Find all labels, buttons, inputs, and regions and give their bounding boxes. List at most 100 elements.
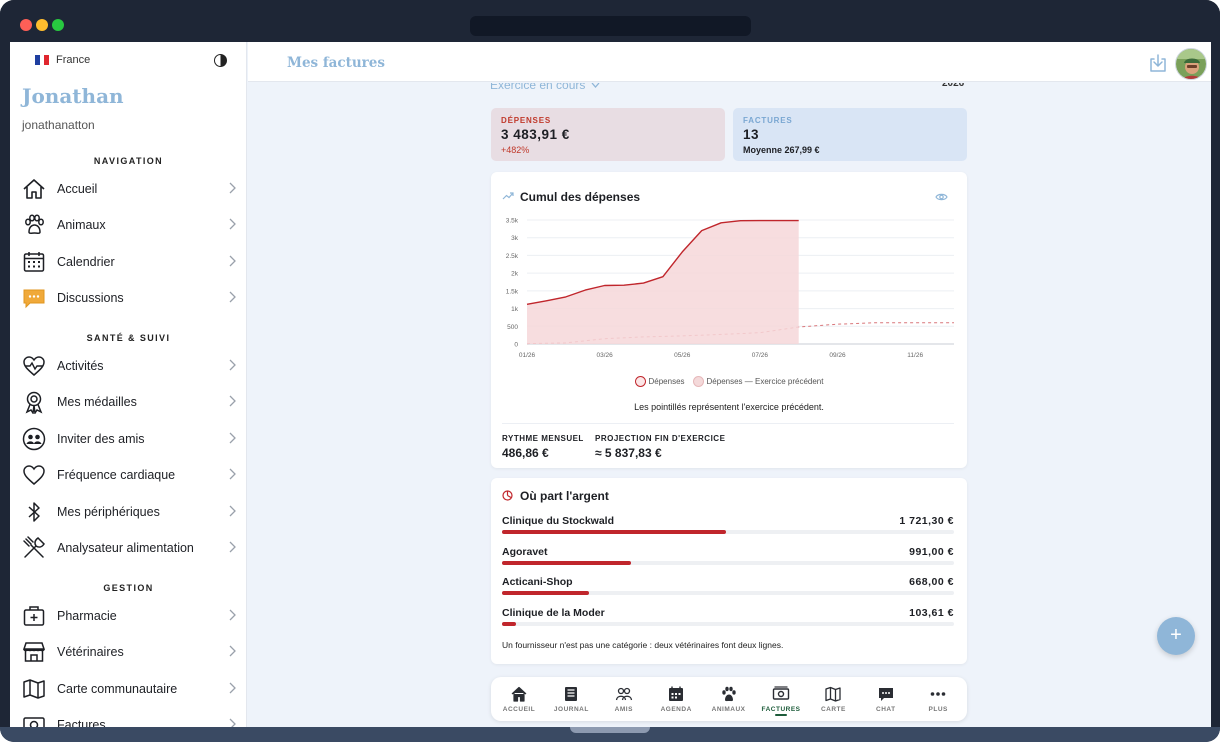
vendor-row[interactable]: Clinique de la Moder 103,61 € <box>502 607 954 633</box>
sidebar-item-factures[interactable]: Factures <box>10 707 246 727</box>
add-button[interactable]: + <box>1157 617 1195 655</box>
section-title-gestion: GESTION <box>103 583 154 593</box>
sidebar-item-carte[interactable]: Carte communautaire <box>10 671 246 707</box>
sidebar-item-label: Activités <box>57 359 104 373</box>
sidebar-item-discussions[interactable]: Discussions <box>10 280 246 316</box>
vendor-row[interactable]: Acticani-Shop 668,00 € <box>502 576 954 602</box>
eye-icon[interactable] <box>935 192 948 202</box>
tab-factures[interactable]: FACTURES <box>755 677 807 721</box>
spending-breakdown-card: Où part l'argent Clinique du Stockwald 1 … <box>491 478 967 664</box>
chevron-right-icon <box>229 609 236 621</box>
user-handle: jonathanatton <box>22 118 95 132</box>
y-tick-label: 0 <box>514 342 518 349</box>
period-selector[interactable]: Exercice en cours <box>490 83 600 92</box>
tab-accueil[interactable]: ACCUEIL <box>493 677 545 721</box>
money-icon <box>772 686 790 700</box>
series-expenses-area <box>527 220 799 344</box>
tab-chat[interactable]: CHAT <box>860 677 912 721</box>
chart-title: Cumul des dépenses <box>520 190 641 204</box>
chevron-right-icon <box>229 718 236 727</box>
vendor-row[interactable]: Clinique du Stockwald 1 721,30 € <box>502 515 954 541</box>
tab-animaux[interactable]: ANIMAUX <box>703 677 755 721</box>
chat-icon <box>878 688 893 701</box>
sidebar-item-veterinaires[interactable]: Vétérinaires <box>10 634 246 670</box>
expenses-value: 3 483,91 € <box>501 127 570 142</box>
maximize-window-button[interactable] <box>52 19 64 31</box>
sidebar: France Jonathan jonathanatton NAVIGATION… <box>10 42 247 727</box>
avatar-photo-icon <box>1176 49 1206 79</box>
vendor-bar-track <box>502 560 954 565</box>
divider <box>502 423 954 424</box>
sidebar-item-inviter[interactable]: Inviter des amis <box>10 421 246 457</box>
page-title: Mes factures <box>287 55 385 71</box>
minimize-window-button[interactable] <box>36 19 48 31</box>
pie-chart-icon <box>502 490 513 501</box>
download-icon[interactable] <box>1148 53 1168 73</box>
tab-amis[interactable]: AMIS <box>598 677 650 721</box>
sidebar-item-label: Animaux <box>57 218 106 232</box>
tab-carte[interactable]: CARTE <box>807 677 859 721</box>
sidebar-item-animaux[interactable]: Animaux <box>10 207 246 243</box>
sidebar-item-pharmacie[interactable]: Pharmacie <box>10 598 246 634</box>
y-tick-label: 3k <box>511 235 519 242</box>
sidebar-item-accueil[interactable]: Accueil <box>10 171 246 207</box>
tab-plus[interactable]: PLUS <box>912 677 964 721</box>
chevron-right-icon <box>229 682 236 694</box>
theme-toggle-icon[interactable] <box>214 54 227 67</box>
sidebar-item-calendrier[interactable]: Calendrier <box>10 244 246 280</box>
store-icon <box>22 642 46 662</box>
tab-label: JOURNAL <box>553 706 589 713</box>
country-selector[interactable]: France <box>35 54 90 66</box>
paw-icon <box>721 686 736 702</box>
chevron-right-icon <box>229 541 236 553</box>
chevron-right-icon <box>229 182 236 194</box>
chevron-right-icon <box>229 645 236 657</box>
sidebar-item-frequence[interactable]: Fréquence cardiaque <box>10 457 246 493</box>
x-tick-label: 09/26 <box>829 352 846 359</box>
y-tick-label: 500 <box>507 324 518 331</box>
sidebar-item-label: Analysateur alimentation <box>57 541 194 555</box>
close-window-button[interactable] <box>20 19 32 31</box>
metric-value: 486,86 € <box>502 446 549 460</box>
sidebar-item-label: Calendrier <box>57 255 115 269</box>
expenses-stat-card: DÉPENSES 3 483,91 € +482% <box>491 108 725 161</box>
x-tick-label: 03/26 <box>596 352 613 359</box>
legend-item[interactable]: Dépenses <box>634 376 685 387</box>
vendor-name: Clinique de la Moder <box>502 606 605 619</box>
tab-agenda[interactable]: AGENDA <box>650 677 702 721</box>
y-tick-label: 2k <box>511 271 519 278</box>
paw-icon <box>25 214 44 234</box>
country-label: France <box>56 54 91 66</box>
vendor-bar-fill <box>502 530 726 534</box>
legend-item[interactable]: Dépenses — Exercice précédent <box>692 376 823 387</box>
sidebar-item-analysateur[interactable]: Analysateur alimentation <box>10 530 246 566</box>
sidebar-item-activites[interactable]: Activités <box>10 348 246 384</box>
y-tick-label: 1.5k <box>506 288 519 295</box>
monthly-rate-metric: RYTHME MENSUEL 486,86 € <box>502 434 584 460</box>
tab-label: CHAT <box>876 706 896 713</box>
y-tick-label: 1k <box>511 306 519 313</box>
invoices-label: FACTURES <box>743 116 793 125</box>
sidebar-item-label: Factures <box>57 718 106 727</box>
vendor-row[interactable]: Agoravet 991,00 € <box>502 546 954 572</box>
chevron-right-icon <box>229 218 236 230</box>
vendor-bar-fill <box>502 621 516 626</box>
france-flag-icon <box>35 55 50 65</box>
more-icon <box>930 692 946 696</box>
sidebar-item-label: Fréquence cardiaque <box>57 468 176 482</box>
chart-legend: Dépenses Dépenses — Exercice précédent <box>491 376 967 387</box>
avatar[interactable] <box>1175 48 1207 80</box>
tab-journal[interactable]: JOURNAL <box>545 677 597 721</box>
x-tick-label: 11/26 <box>907 352 923 359</box>
invoices-count: 13 <box>743 127 760 142</box>
metric-label: RYTHME MENSUEL <box>502 434 584 443</box>
expenses-change: +482% <box>501 145 530 155</box>
expenses-label: DÉPENSES <box>501 116 551 125</box>
sidebar-item-medailles[interactable]: Mes médailles <box>10 384 246 420</box>
sidebar-item-label: Inviter des amis <box>57 432 145 446</box>
series-expenses-line <box>526 219 799 305</box>
address-bar[interactable] <box>470 16 751 36</box>
sidebar-item-peripheriques[interactable]: Mes périphériques <box>10 494 246 530</box>
legend-swatch-icon <box>634 376 646 387</box>
